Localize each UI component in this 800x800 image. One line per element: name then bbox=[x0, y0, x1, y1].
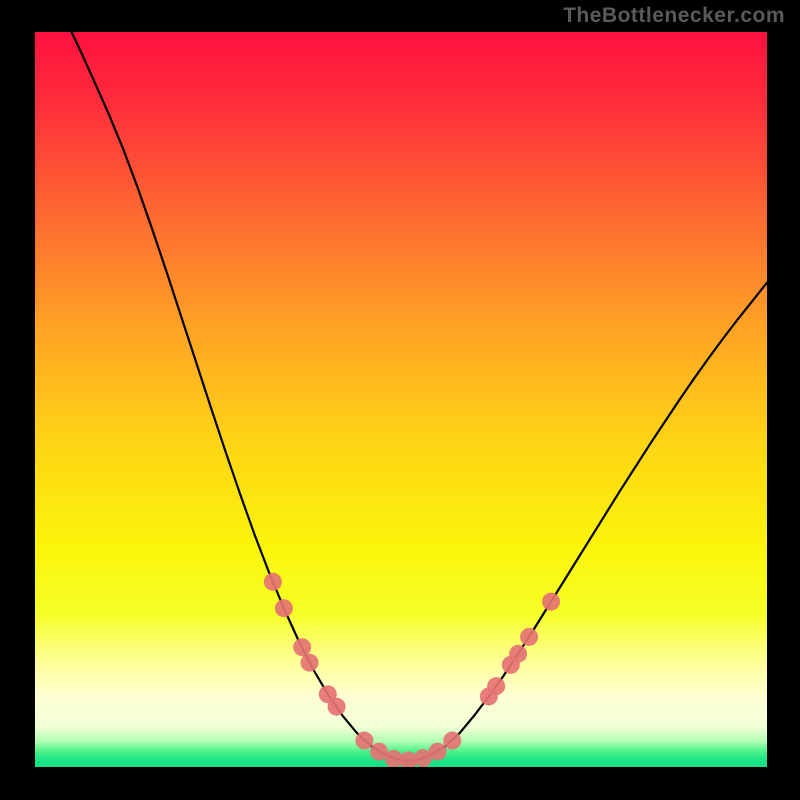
stage: TheBottlenecker.com bbox=[0, 0, 800, 800]
data-marker bbox=[355, 732, 373, 750]
marker-group bbox=[264, 573, 560, 767]
data-marker bbox=[429, 743, 447, 761]
data-marker bbox=[542, 593, 560, 611]
data-marker bbox=[520, 628, 538, 646]
data-marker bbox=[275, 599, 293, 617]
plot-area bbox=[35, 32, 767, 767]
data-marker bbox=[509, 645, 527, 663]
chart-overlay bbox=[35, 32, 767, 767]
watermark-label: TheBottlenecker.com bbox=[563, 4, 785, 28]
data-marker bbox=[293, 638, 311, 656]
data-marker bbox=[264, 573, 282, 591]
bottleneck-curve bbox=[72, 32, 767, 760]
data-marker bbox=[487, 677, 505, 695]
data-marker bbox=[301, 654, 319, 672]
data-marker bbox=[443, 732, 461, 750]
data-marker bbox=[328, 698, 346, 716]
